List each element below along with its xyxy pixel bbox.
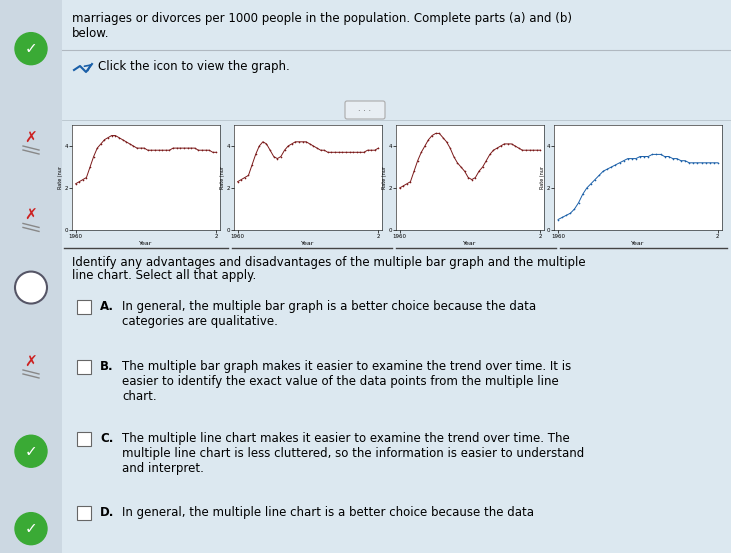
Text: ✗: ✗ (25, 131, 37, 145)
Circle shape (15, 33, 47, 65)
Circle shape (15, 513, 47, 545)
X-axis label: Year: Year (632, 241, 645, 246)
Text: In general, the multiple bar graph is a better choice because the data
categorie: In general, the multiple bar graph is a … (122, 300, 536, 328)
FancyBboxPatch shape (62, 0, 731, 553)
X-axis label: Year: Year (140, 241, 153, 246)
Text: ✓: ✓ (25, 521, 37, 536)
Circle shape (15, 435, 47, 467)
FancyBboxPatch shape (77, 505, 91, 519)
Y-axis label: Rate (nur: Rate (nur (220, 166, 225, 189)
Text: below.: below. (72, 27, 110, 40)
FancyBboxPatch shape (77, 300, 91, 314)
FancyBboxPatch shape (345, 101, 385, 119)
Text: The multiple bar graph makes it easier to examine the trend over time. It is
eas: The multiple bar graph makes it easier t… (122, 360, 571, 403)
FancyBboxPatch shape (77, 431, 91, 446)
Y-axis label: Rate (nur: Rate (nur (58, 166, 63, 189)
Text: ✗: ✗ (25, 208, 37, 223)
Y-axis label: Rate (nur: Rate (nur (382, 166, 387, 189)
Text: A.: A. (100, 300, 114, 313)
Text: Identify any advantages and disadvantages of the multiple bar graph and the mult: Identify any advantages and disadvantage… (72, 256, 586, 269)
Text: · · ·: · · · (358, 107, 371, 116)
Text: D.: D. (100, 506, 114, 519)
Text: C.: C. (100, 432, 113, 445)
Text: Click the icon to view the graph.: Click the icon to view the graph. (98, 60, 289, 73)
Circle shape (15, 272, 47, 304)
X-axis label: Year: Year (301, 241, 314, 246)
Text: marriages or divorces per 1000 people in the population. Complete parts (a) and : marriages or divorces per 1000 people in… (72, 12, 572, 25)
Y-axis label: Rate (nur: Rate (nur (540, 166, 545, 189)
X-axis label: Year: Year (463, 241, 477, 246)
Text: ✓: ✓ (25, 444, 37, 459)
Text: ✗: ✗ (25, 354, 37, 369)
Text: ✓: ✓ (25, 41, 37, 56)
FancyBboxPatch shape (0, 0, 62, 553)
Text: line chart. Select all that apply.: line chart. Select all that apply. (72, 269, 257, 282)
Text: In general, the multiple line chart is a better choice because the data: In general, the multiple line chart is a… (122, 506, 534, 519)
FancyBboxPatch shape (77, 359, 91, 373)
Text: The multiple line chart makes it easier to examine the trend over time. The
mult: The multiple line chart makes it easier … (122, 432, 584, 475)
Text: B.: B. (100, 360, 113, 373)
